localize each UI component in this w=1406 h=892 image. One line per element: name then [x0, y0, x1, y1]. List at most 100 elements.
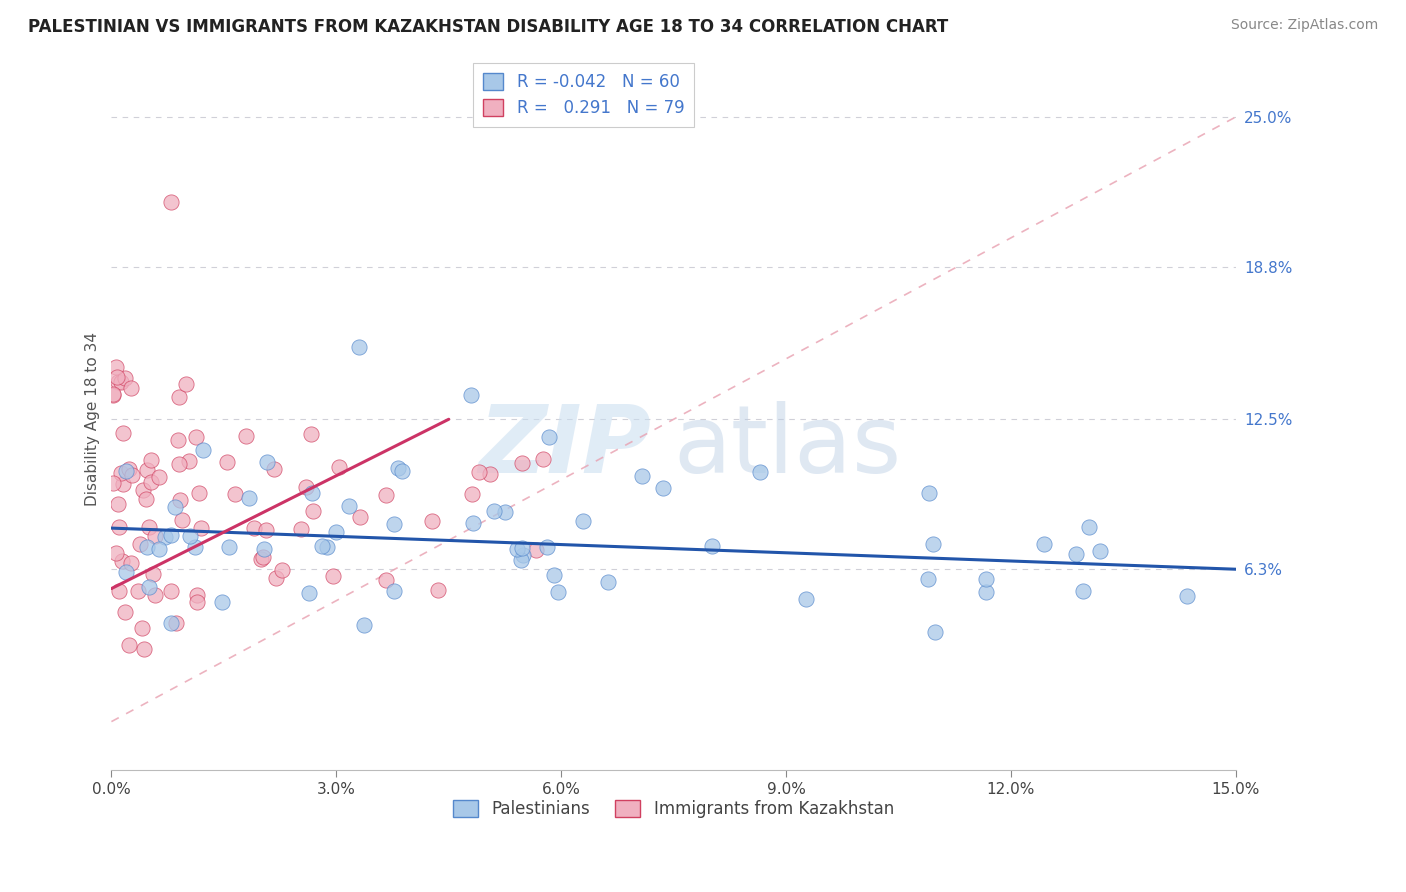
- Point: [250, 552, 273, 566]
- Point: [322, 568, 344, 582]
- Point: [167, 434, 190, 448]
- Point: [302, 503, 325, 517]
- Point: [169, 492, 191, 507]
- Point: [374, 488, 396, 502]
- Point: [1077, 520, 1099, 534]
- Point: [101, 386, 124, 401]
- Point: [187, 485, 209, 500]
- Point: [129, 536, 152, 550]
- Point: [794, 592, 817, 607]
- Point: [536, 540, 558, 554]
- Point: [235, 429, 257, 443]
- Point: [531, 451, 554, 466]
- Point: [238, 491, 260, 506]
- Point: [974, 585, 997, 599]
- Point: [172, 513, 194, 527]
- Point: [127, 583, 149, 598]
- Point: [630, 469, 652, 483]
- Point: [132, 641, 155, 656]
- Point: [190, 521, 212, 535]
- Point: [547, 584, 569, 599]
- Point: [297, 586, 319, 600]
- Point: [211, 595, 233, 609]
- Point: [426, 582, 449, 597]
- Point: [167, 457, 190, 471]
- Point: [138, 581, 160, 595]
- Y-axis label: Disability Age 18 to 34: Disability Age 18 to 34: [86, 332, 100, 507]
- Point: [325, 525, 347, 540]
- Point: [101, 475, 124, 490]
- Point: [176, 377, 198, 392]
- Point: [387, 460, 409, 475]
- Point: [524, 542, 547, 557]
- Point: [142, 567, 165, 582]
- Point: [111, 476, 134, 491]
- Point: [482, 504, 505, 518]
- Point: [461, 487, 484, 501]
- Point: [143, 529, 166, 543]
- Point: [193, 442, 215, 457]
- Point: [165, 500, 187, 514]
- Point: [118, 461, 141, 475]
- Point: [118, 638, 141, 652]
- Point: [1066, 547, 1088, 561]
- Point: [598, 574, 620, 589]
- Point: [138, 520, 160, 534]
- Point: [347, 340, 370, 354]
- Point: [252, 549, 274, 564]
- Point: [299, 427, 322, 442]
- Point: [120, 557, 142, 571]
- Point: [461, 516, 484, 531]
- Point: [110, 466, 132, 480]
- Point: [264, 571, 287, 585]
- Point: [111, 426, 134, 441]
- Point: [143, 588, 166, 602]
- Point: [921, 536, 943, 550]
- Point: [700, 539, 723, 553]
- Point: [243, 520, 266, 534]
- Point: [1175, 589, 1198, 603]
- Point: [253, 541, 276, 556]
- Point: [917, 572, 939, 586]
- Point: [179, 529, 201, 543]
- Point: [104, 546, 127, 560]
- Point: [349, 510, 371, 524]
- Point: [153, 530, 176, 544]
- Point: [108, 583, 131, 598]
- Point: [328, 460, 350, 475]
- Text: ZIP: ZIP: [478, 401, 651, 493]
- Point: [160, 615, 183, 630]
- Point: [543, 568, 565, 582]
- Point: [918, 486, 941, 500]
- Point: [186, 589, 208, 603]
- Point: [1073, 584, 1095, 599]
- Point: [510, 456, 533, 470]
- Point: [115, 464, 138, 478]
- Point: [506, 541, 529, 556]
- Point: [215, 455, 238, 469]
- Point: [148, 541, 170, 556]
- Point: [160, 528, 183, 542]
- Point: [290, 522, 312, 536]
- Point: [184, 430, 207, 444]
- Point: [131, 621, 153, 635]
- Point: [748, 465, 770, 479]
- Point: [132, 483, 155, 497]
- Point: [974, 572, 997, 586]
- Point: [160, 584, 183, 599]
- Point: [468, 465, 491, 479]
- Point: [114, 565, 136, 579]
- Point: [420, 514, 443, 528]
- Point: [107, 497, 129, 511]
- Point: [271, 563, 294, 577]
- Point: [114, 605, 136, 619]
- Point: [256, 455, 278, 469]
- Point: [169, 390, 191, 404]
- Point: [382, 516, 405, 531]
- Point: [263, 462, 285, 476]
- Point: [510, 553, 533, 567]
- Point: [218, 540, 240, 554]
- Point: [160, 194, 183, 209]
- Point: [311, 539, 333, 553]
- Point: [512, 548, 534, 562]
